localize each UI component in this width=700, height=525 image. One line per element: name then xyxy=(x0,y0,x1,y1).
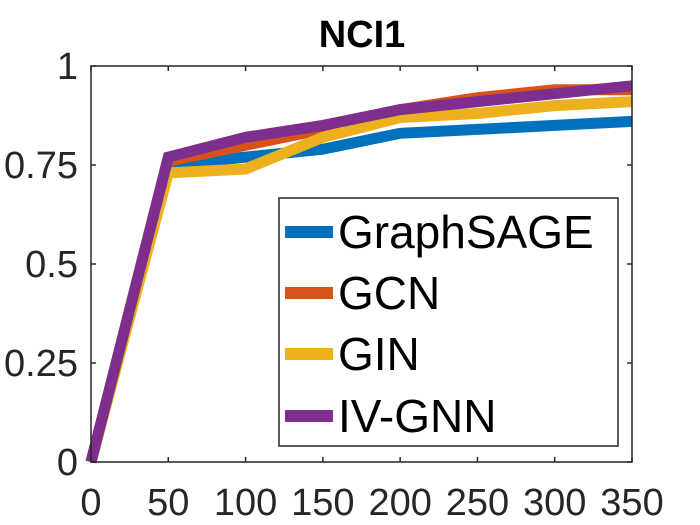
x-tick-label: 350 xyxy=(600,482,663,524)
x-tick-label: 300 xyxy=(523,482,586,524)
x-tick-label: 0 xyxy=(80,482,101,524)
y-tick-label: 1 xyxy=(57,46,78,88)
x-tick-label: 250 xyxy=(446,482,509,524)
y-tick-label: 0.25 xyxy=(4,343,78,385)
x-tick-label: 50 xyxy=(147,482,189,524)
y-tick-label: 0.5 xyxy=(25,244,78,286)
series-line-iv-gnn xyxy=(85,80,633,464)
legend-label: GCN xyxy=(338,267,440,319)
x-tick-label: 150 xyxy=(291,482,354,524)
legend-label: GraphSAGE xyxy=(338,206,594,258)
tick-layer: 0 50 100 150 200 250 300 350 0 0.25 0.5 0.75 1 xyxy=(4,46,664,524)
y-tick-label: 0 xyxy=(57,442,78,484)
x-tick-label: 200 xyxy=(368,482,431,524)
series-line-gin xyxy=(85,96,633,464)
legend-box xyxy=(278,197,619,447)
chart-title: NCI1 xyxy=(319,14,406,56)
y-tick-label: 0.75 xyxy=(4,145,78,187)
legend: GraphSAGE GCN GIN IV-GNN xyxy=(278,197,619,447)
legend-label: GIN xyxy=(338,328,420,380)
legend-label: IV-GNN xyxy=(338,390,496,442)
x-tick-label: 100 xyxy=(214,482,277,524)
series-layer xyxy=(85,80,633,464)
